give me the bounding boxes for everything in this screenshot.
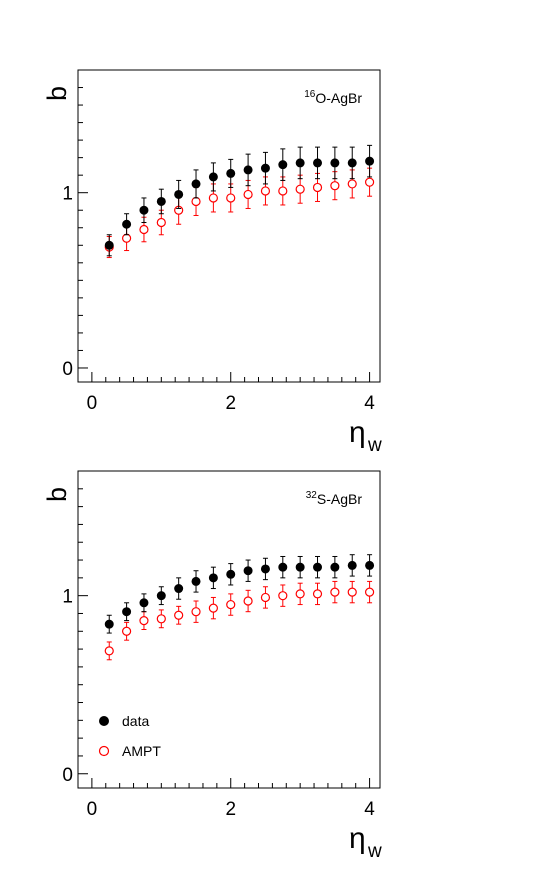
data-point: [295, 562, 305, 572]
data-point: [364, 177, 375, 187]
data-point: [278, 562, 288, 572]
data-point: [226, 168, 236, 178]
data-point: [295, 158, 305, 168]
data-point: [104, 619, 114, 629]
data-point: [226, 193, 236, 203]
data-point: [122, 607, 132, 617]
data-point: [313, 158, 323, 168]
data-point: [365, 156, 375, 166]
x-tick-label: 4: [364, 799, 375, 820]
data-point: [208, 193, 218, 203]
data-point: [260, 163, 270, 173]
data-point: [243, 189, 253, 200]
data-point: [139, 224, 149, 235]
data-point: [243, 596, 253, 606]
data-point: [243, 566, 253, 576]
data-point: [226, 569, 236, 579]
data-point: [243, 165, 253, 175]
x-tick-label: 2: [225, 393, 236, 414]
x-tick-label: 0: [87, 393, 98, 414]
chart-panel-1: 0 2 4 0 1 b η w 16O-AgBr: [42, 69, 382, 456]
data-point: [174, 610, 184, 620]
data-point: [330, 181, 340, 191]
data-point: [226, 599, 236, 610]
data-point: [278, 591, 288, 601]
series-ampt: [104, 580, 375, 661]
legend-marker: [98, 745, 110, 757]
data-point: [174, 584, 184, 594]
data-point: [156, 614, 166, 624]
data-point: [156, 196, 166, 206]
panel-label-text: S-AgBr: [317, 491, 362, 507]
data-point: [121, 233, 132, 243]
data-point: [208, 573, 218, 583]
x-tick-label: 4: [364, 393, 375, 414]
data-point: [260, 186, 271, 196]
data-point: [104, 240, 114, 250]
y-axis-title: b: [42, 487, 72, 502]
x-axis-title-subscript: w: [367, 435, 382, 456]
x-axis-title-subscript: w: [367, 841, 382, 862]
data-point: [191, 576, 201, 586]
legend: data AMPT: [98, 713, 161, 759]
plot-frame: [77, 470, 381, 789]
data-point: [312, 182, 323, 193]
legend-label: data: [122, 713, 149, 729]
y-axis-title: b: [42, 86, 72, 101]
x-axis-title: η: [349, 416, 366, 449]
data-point: [260, 564, 270, 574]
data-point: [278, 160, 288, 170]
data-point: [330, 587, 340, 597]
data-point: [139, 205, 149, 215]
legend-label: AMPT: [122, 743, 161, 759]
data-point: [208, 172, 218, 182]
data-point: [312, 589, 323, 599]
data-point: [347, 179, 357, 189]
data-point: [121, 626, 132, 636]
data-point: [191, 196, 201, 207]
x-axis-title: η: [349, 822, 366, 855]
x-tick-label: 2: [225, 799, 236, 820]
data-point: [208, 603, 218, 613]
data-point: [278, 186, 288, 196]
x-tick-label: 0: [87, 799, 98, 820]
data-point: [330, 158, 340, 168]
data-point: [156, 217, 166, 228]
data-point: [260, 592, 271, 603]
plot-frame: [77, 69, 381, 383]
data-point: [191, 607, 201, 617]
data-point: [122, 219, 132, 229]
y-tick-label: 1: [62, 184, 73, 205]
data-point: [104, 646, 114, 656]
panel-label: 16O-AgBr: [304, 89, 362, 106]
y-tick-label: 0: [62, 765, 73, 786]
data-point: [174, 189, 184, 199]
data-point: [347, 560, 357, 570]
data-point: [295, 184, 305, 194]
data-point: [191, 179, 201, 189]
data-point: [347, 158, 357, 168]
panel-label-text: O-AgBr: [315, 90, 362, 106]
data-point: [295, 589, 305, 599]
y-tick-label: 1: [62, 587, 73, 608]
data-point: [156, 591, 166, 601]
panel-label-superscript: 32: [306, 490, 318, 501]
chart-panel-2: 0 2 4 0 1 b η w 32S-AgBr data AMPT: [42, 470, 382, 862]
data-point: [139, 598, 149, 608]
panel-label-superscript: 16: [304, 89, 316, 100]
data-point: [347, 587, 357, 597]
legend-marker: [99, 716, 109, 726]
panel-label: 32S-AgBr: [306, 490, 363, 507]
data-point: [365, 560, 375, 570]
data-point: [139, 615, 149, 626]
series-data: [104, 554, 375, 634]
data-point: [330, 562, 340, 572]
data-point: [364, 587, 375, 597]
data-point: [313, 562, 323, 572]
series-data: [104, 144, 375, 257]
y-tick-label: 0: [62, 359, 73, 380]
